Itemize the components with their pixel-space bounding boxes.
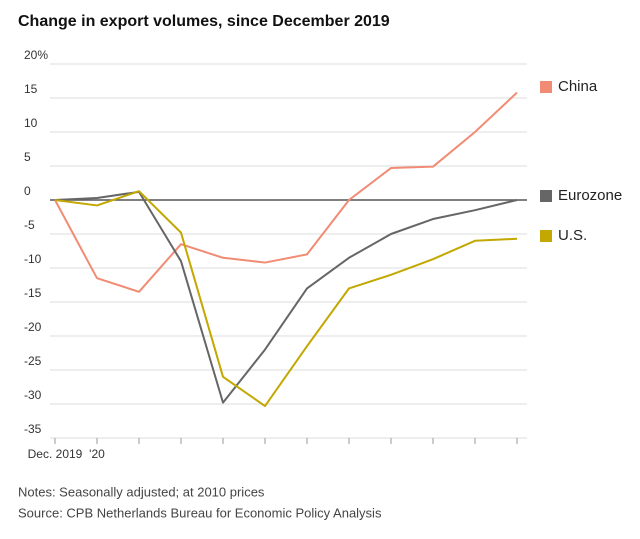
legend-label: Eurozone <box>558 187 622 204</box>
y-tick-label: -10 <box>24 252 42 266</box>
line <box>54 190 518 404</box>
y-tick-label: -5 <box>24 218 35 232</box>
y-tick-label: -35 <box>24 422 42 436</box>
legend-label: China <box>558 78 598 95</box>
y-tick-label: -20 <box>24 320 42 334</box>
line <box>54 190 518 408</box>
line <box>54 91 518 293</box>
y-tick-label: 15 <box>24 82 38 96</box>
x-tick-label: Dec. 2019 <box>28 447 83 461</box>
x-tick-label: '20 <box>89 447 105 461</box>
y-tick-label: 0 <box>24 184 31 198</box>
y-tick-label: 20% <box>24 48 48 62</box>
notes: Notes: Seasonally adjusted; at 2010 pric… <box>18 484 265 499</box>
legend-swatch <box>540 230 552 242</box>
legend-swatch <box>540 190 552 202</box>
y-tick-label: 10 <box>24 116 38 130</box>
legend-swatch <box>540 81 552 93</box>
legend-label: U.S. <box>558 227 587 244</box>
y-tick-label: -15 <box>24 286 42 300</box>
y-tick-label: -30 <box>24 388 42 402</box>
y-tick-label: -25 <box>24 354 42 368</box>
y-tick-label: 5 <box>24 150 31 164</box>
source: Source: CPB Netherlands Bureau for Econo… <box>18 505 382 520</box>
chart-title: Change in export volumes, since December… <box>18 13 390 30</box>
